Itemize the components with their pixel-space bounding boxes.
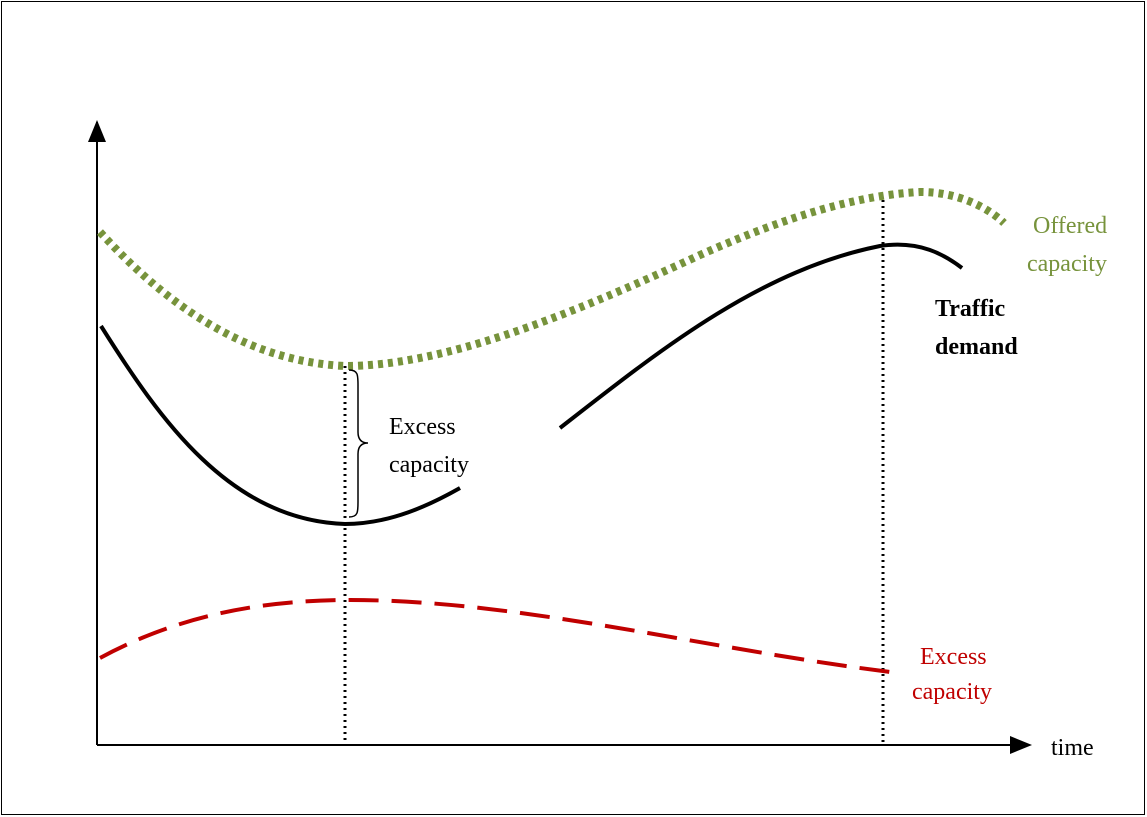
offered-capacity-curve [97,187,1007,371]
traffic-demand-curve-right [558,242,964,430]
traffic-demand-label-line1: Traffic [935,296,1006,322]
offered-capacity-label-line2: capacity [1027,251,1107,277]
x-axis-label: time [1051,735,1094,761]
bracket-label-line2: capacity [389,452,469,478]
offered-capacity-label-line1: Offered [1033,213,1107,239]
y-axis-arrowhead [88,120,106,142]
excess-capacity-bracket [348,369,369,518]
bracket-label-line1: Excess [389,414,456,440]
excess-capacity-label-line1: Excess [920,644,987,670]
x-axis-arrowhead [1010,736,1032,754]
excess-capacity-label-line2: capacity [912,679,992,705]
traffic-demand-curve-left [99,324,461,527]
excess-capacity-curve [99,597,891,674]
traffic-demand-label-line2: demand [935,334,1018,360]
